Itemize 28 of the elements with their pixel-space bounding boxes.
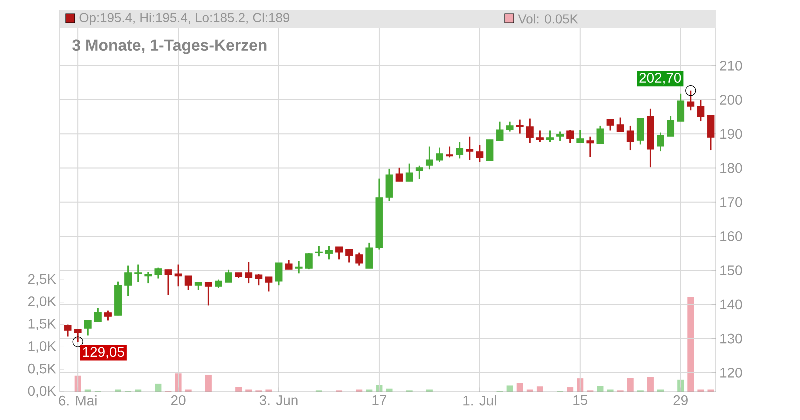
y2-tick-label: 1,0K xyxy=(28,341,56,353)
annotation: Vol: 0.05K xyxy=(518,14,578,24)
annotation: 202,70 xyxy=(640,73,682,85)
y2-tick-label: 2,0K xyxy=(28,296,56,308)
y-tick-label: 130 xyxy=(720,334,742,344)
y-tick-label: 180 xyxy=(720,163,742,174)
x-tick-label: 1. Jul xyxy=(464,396,496,406)
y-tick-label: 150 xyxy=(720,266,742,276)
x-tick-label: 3. Jun xyxy=(260,396,298,406)
text: 3 Monate, 1-Tages-Kerzen xyxy=(72,40,267,54)
y-tick-label: 140 xyxy=(720,300,742,310)
y2-tick-label: 0,0K xyxy=(28,386,56,398)
x-tick-label: 20 xyxy=(171,396,186,406)
annotation: 129,05 xyxy=(83,347,124,359)
annotation: Op:195.4, Hi:195.4, Lo:185.2, Cl:189 xyxy=(80,12,290,26)
y2-tick-label: 2,5K xyxy=(28,274,56,286)
y-tick-label: 200 xyxy=(720,95,742,105)
x-tick-label: 6. Mai xyxy=(59,396,97,406)
y2-tick-label: 1,5K xyxy=(28,319,56,331)
x-tick-label: 29 xyxy=(674,396,688,406)
y-tick-label: 170 xyxy=(720,197,742,208)
y-tick-label: 190 xyxy=(720,129,742,140)
x-tick-label: 15 xyxy=(574,396,588,406)
x-tick-label: 17 xyxy=(372,396,387,406)
y-tick-label: 160 xyxy=(720,232,742,242)
y-tick-label: 210 xyxy=(720,60,742,71)
y2-tick-label: 0,5K xyxy=(28,364,56,376)
y-tick-label: 120 xyxy=(720,368,742,378)
